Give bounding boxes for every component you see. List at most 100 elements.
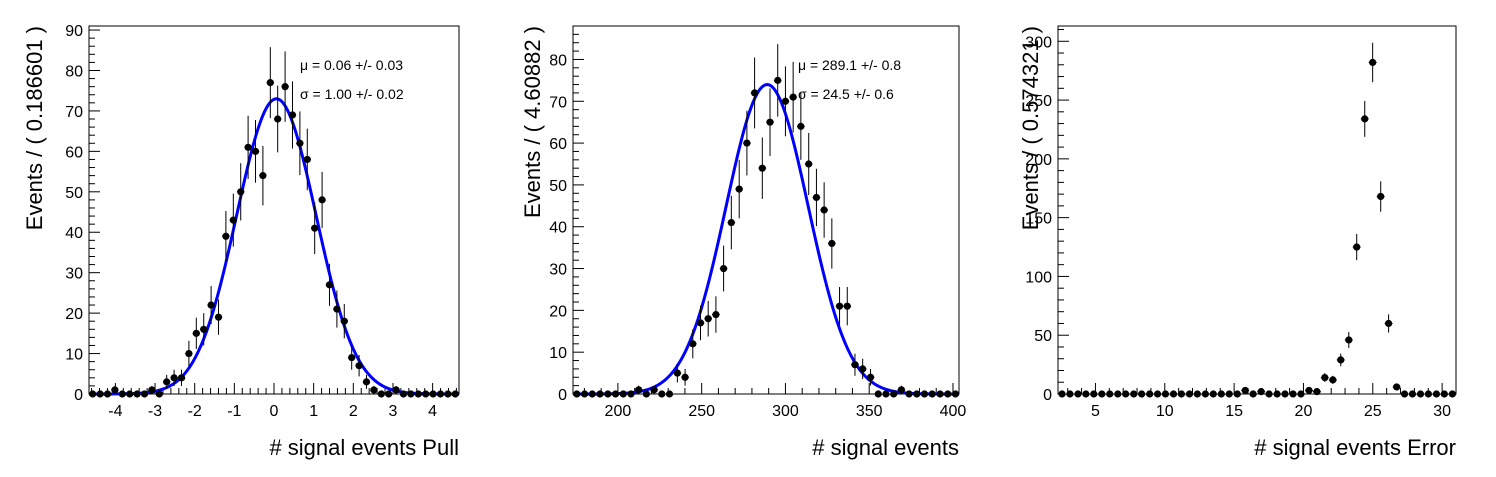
y-tick-label: 300	[1025, 34, 1052, 51]
data-point	[796, 92, 805, 160]
point-marker	[222, 232, 230, 240]
data-point	[1225, 390, 1234, 398]
data-point	[170, 369, 178, 386]
y-tick-label: 30	[65, 266, 83, 283]
y-axis-label: Events / ( 0.186601 )	[22, 26, 47, 230]
data-point	[222, 211, 230, 262]
data-point	[1233, 390, 1242, 398]
point-marker	[1297, 390, 1305, 398]
y-tick-label: 0	[1043, 387, 1052, 404]
x-axis-label: # signal events Pull	[269, 435, 459, 460]
data-point	[1336, 353, 1345, 367]
data-point	[118, 390, 127, 398]
point-marker	[1146, 390, 1154, 398]
x-axis-label: # signal events Error	[1254, 435, 1456, 460]
data-point	[362, 374, 371, 389]
data-point	[1153, 390, 1162, 398]
data-point	[148, 385, 156, 394]
point-marker	[920, 390, 929, 398]
data-point	[1320, 373, 1329, 382]
data-point	[392, 385, 400, 394]
data-point	[1448, 390, 1457, 398]
y-tick-label: 250	[1025, 93, 1052, 110]
point-marker	[399, 390, 408, 398]
point-marker	[163, 378, 171, 386]
data-point	[650, 385, 658, 394]
point-marker	[1377, 192, 1385, 201]
point-marker	[429, 390, 437, 398]
point-marker	[673, 369, 681, 377]
data-point	[333, 290, 341, 328]
point-marker	[348, 354, 356, 362]
point-marker	[1337, 356, 1345, 364]
point-marker	[1369, 58, 1377, 67]
data-point	[1185, 390, 1194, 398]
data-point	[696, 305, 705, 341]
data-point	[259, 145, 267, 206]
data-point	[1193, 390, 1202, 398]
data-point	[310, 202, 319, 255]
data-point	[688, 329, 697, 359]
y-tick-label: 50	[65, 185, 83, 202]
point-marker	[1393, 383, 1401, 391]
data-point	[88, 390, 97, 398]
point-marker	[1241, 386, 1249, 395]
data-point	[407, 390, 415, 398]
data-point	[103, 390, 112, 398]
data-point	[1089, 390, 1098, 398]
data-point	[229, 193, 238, 247]
point-marker	[103, 390, 112, 398]
y-tick-label: 150	[1025, 211, 1052, 228]
y-tick-label: 10	[65, 347, 83, 364]
data-point	[766, 88, 774, 156]
data-point	[719, 245, 728, 292]
point-marker	[642, 390, 650, 398]
point-marker	[696, 319, 705, 327]
data-point	[1105, 390, 1114, 398]
data-point	[897, 385, 906, 394]
y-tick-label: 20	[549, 303, 567, 320]
y-tick-label: 90	[65, 23, 83, 40]
point-marker	[835, 302, 844, 310]
data-point	[804, 132, 813, 196]
data-point	[1257, 388, 1266, 396]
point-marker	[1353, 243, 1361, 251]
data-point	[1137, 390, 1146, 398]
data-point	[812, 168, 821, 227]
point-marker	[148, 386, 156, 394]
point-marker	[573, 390, 581, 398]
y-tick-label: 200	[1025, 152, 1052, 169]
point-marker	[882, 390, 890, 398]
point-marker	[274, 115, 282, 123]
data-point	[735, 159, 744, 219]
data-point	[177, 369, 186, 386]
point-marker	[735, 185, 743, 193]
data-point	[657, 390, 666, 398]
point-marker	[133, 390, 141, 398]
point-marker	[1082, 390, 1090, 398]
data-point	[355, 354, 363, 377]
point-marker	[436, 390, 445, 398]
data-point	[1065, 390, 1074, 398]
point-marker	[1217, 390, 1225, 398]
data-point	[1249, 390, 1258, 398]
data-point	[1305, 386, 1313, 395]
y-tick-label: 30	[549, 262, 567, 279]
point-marker	[318, 196, 326, 204]
point-marker	[781, 97, 790, 105]
data-point	[681, 368, 689, 386]
data-point	[303, 128, 311, 191]
data-point	[162, 374, 171, 389]
data-point	[827, 218, 836, 269]
point-marker	[859, 365, 867, 373]
point-marker	[1177, 390, 1186, 398]
data-point	[588, 390, 597, 398]
point-marker	[658, 390, 666, 398]
point-marker	[370, 386, 378, 394]
data-point	[596, 390, 604, 398]
point-marker	[944, 390, 952, 398]
point-marker	[407, 390, 415, 398]
data-point	[627, 390, 635, 398]
point-marker	[1305, 386, 1313, 395]
point-marker	[385, 390, 393, 398]
